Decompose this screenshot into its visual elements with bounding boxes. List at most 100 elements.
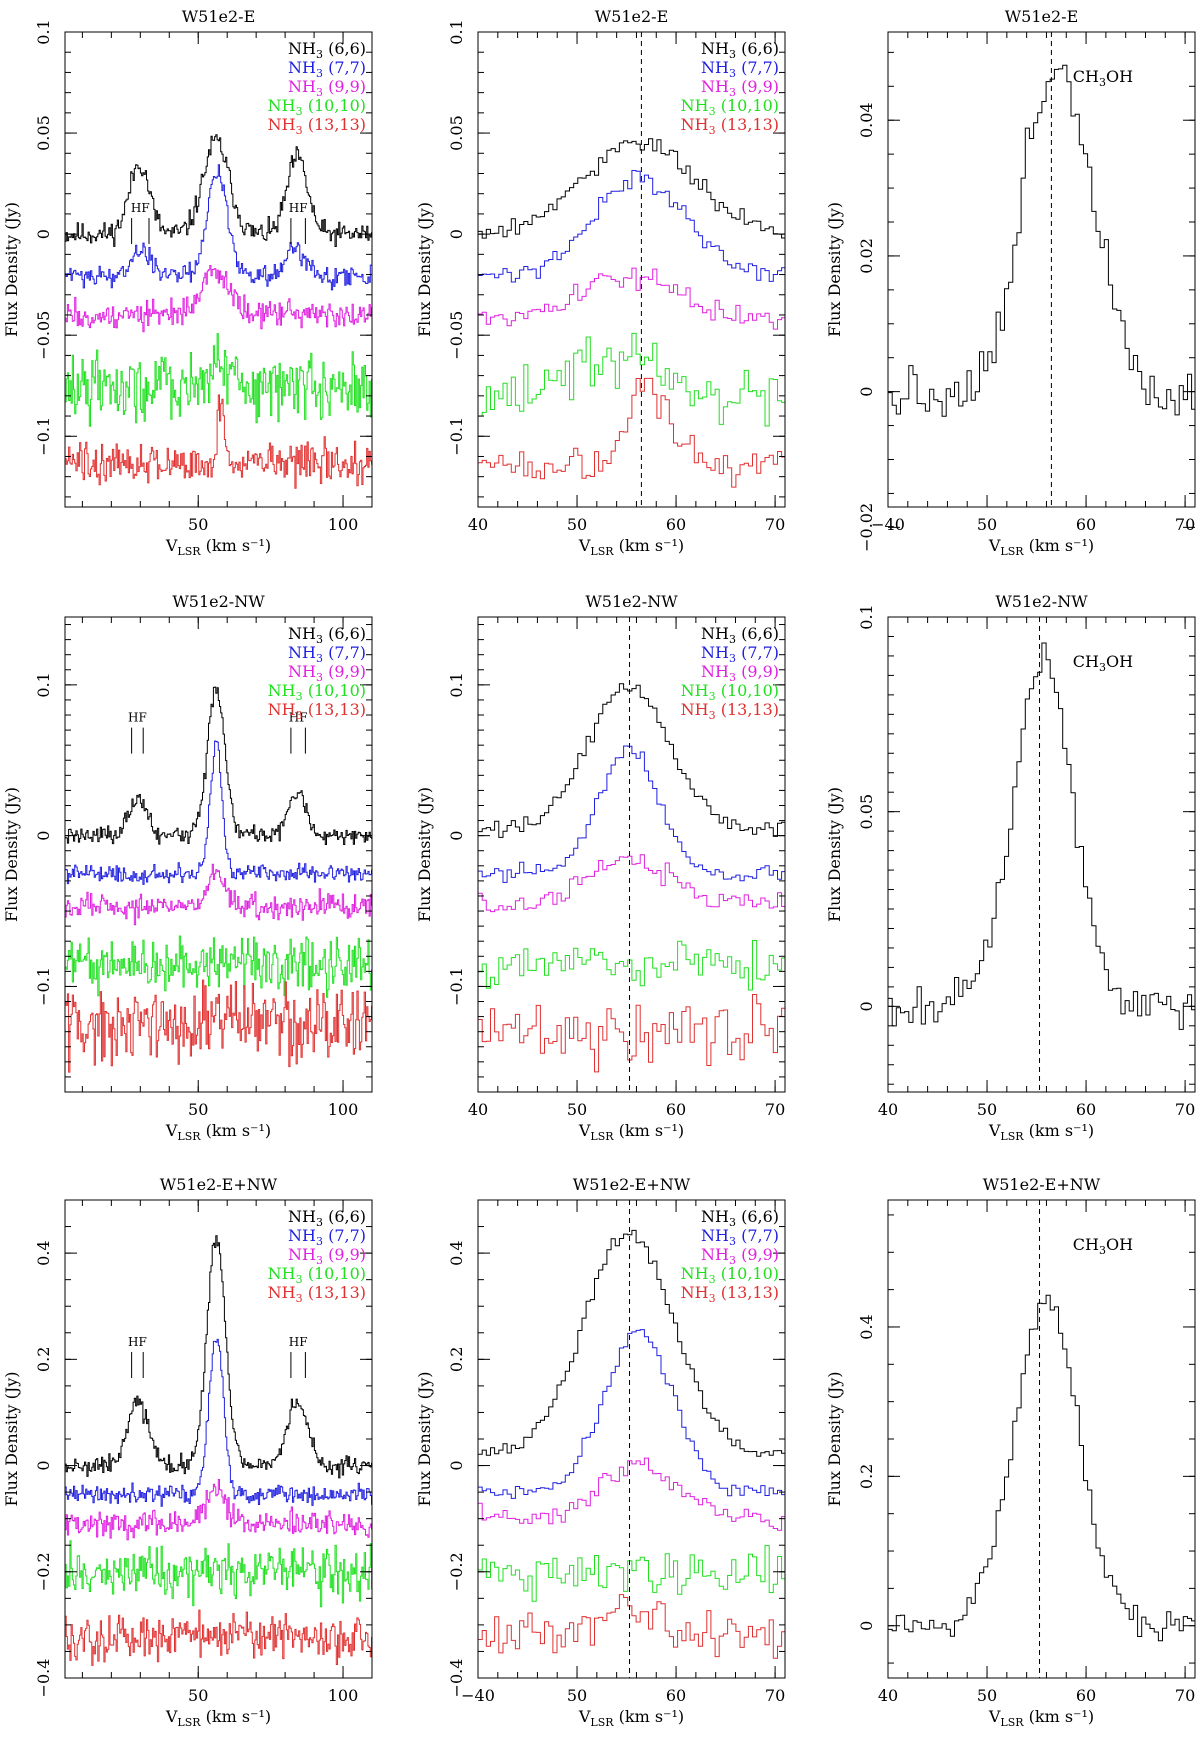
plot-area (478, 617, 785, 1092)
y-tick-label: 0 (447, 1460, 466, 1470)
x-tick-label: 50 (188, 1100, 208, 1119)
x-tick-label: 40 (468, 1100, 488, 1119)
panel-title: W51e2-NW (172, 592, 265, 611)
spectrum-line (65, 1235, 372, 1479)
y-tick-label: −0.1 (447, 417, 466, 456)
legend-entry: NH3 (10,10) (681, 681, 779, 703)
legend-entry: NH3 (10,10) (681, 1264, 779, 1286)
y-tick-label: 0.05 (447, 115, 466, 151)
legend-entry: NH3 (6,6) (288, 1207, 366, 1229)
y-axis-label: Flux Density (Jy) (415, 202, 434, 337)
x-axis-label: VLSR (km s⁻¹) (578, 536, 684, 558)
y-tick-label: −0.4 (447, 1659, 466, 1698)
spectrum-line (65, 1338, 372, 1507)
x-tick-label: 70 (765, 1100, 785, 1119)
axes-frame (887, 616, 1196, 1093)
spectrum-line (65, 740, 372, 885)
legend-entry: NH3 (7,7) (701, 643, 779, 665)
spectrum-line (65, 164, 372, 291)
spectrum-line (888, 642, 1195, 1030)
y-tick-label: 0.2 (447, 1347, 466, 1372)
y-tick-label: 0.02 (857, 238, 876, 274)
spectrum-line (478, 1457, 785, 1531)
legend-entry: NH3 (13,13) (268, 115, 366, 137)
x-tick-label: 60 (666, 1100, 686, 1119)
hf-label: HF (289, 1335, 308, 1349)
panel-title: W51e2-E+NW (983, 1175, 1101, 1194)
panel-title: W51e2-NW (585, 592, 678, 611)
panel-p-enw-ammonia-wide: W51e2-E+NW HF HF 50 100 −0.4 −0.2 0 0.2 0.4 VLSR (… (2, 1175, 373, 1729)
hf-label: HF (128, 1335, 147, 1349)
legend-entry: NH3 (9,9) (288, 77, 366, 99)
spectrum-line (478, 683, 785, 838)
x-tick-label: 60 (1076, 1100, 1096, 1119)
spectrum-line (65, 1479, 372, 1541)
y-tick-label: 0.1 (447, 19, 466, 44)
x-tick-label: −40 (871, 515, 905, 534)
y-tick-label: 0 (34, 229, 53, 239)
plot-area (888, 1200, 1195, 1678)
plot-area (888, 617, 1195, 1092)
axes-frame (64, 31, 373, 508)
y-tick-label: −0.1 (34, 967, 53, 1006)
plot-area (65, 686, 372, 1073)
legend-entry: NH3 (13,13) (681, 115, 779, 137)
legend-entry: NH3 (9,9) (288, 1245, 366, 1267)
panel-p-e-ammonia-zoom: W51e2-E 40 50 60 70 −0.1 −0.05 0 0.05 0.1 VLSR (km… (415, 7, 786, 558)
panel-p-enw-methanol: W51e2-E+NW 40 50 60 70 0 0.2 0.4 VLSR (km s⁻¹) Fl… (825, 1175, 1196, 1729)
axes-frame (887, 31, 1196, 508)
panel-p-enw-ammonia-zoom: W51e2-E+NW −40 50 60 70 −0.4 −0.2 0 0.2 0.4 VLSR (… (415, 1175, 786, 1729)
panel-p-nw-methanol: W51e2-NW 40 50 60 70 0 0.05 0.1 VLSR (km s⁻¹) Flu… (825, 592, 1196, 1143)
axes-frame (477, 616, 786, 1093)
spectrum-line (478, 267, 785, 330)
x-tick-label: 50 (567, 1686, 587, 1705)
spectrum-line (478, 138, 785, 239)
panel-title: W51e2-E (1005, 7, 1079, 26)
legend-entry: NH3 (6,6) (288, 39, 366, 61)
x-tick-label: 70 (765, 1686, 785, 1705)
y-tick-label: −0.2 (447, 1552, 466, 1591)
y-tick-label: 0.05 (857, 794, 876, 830)
legend-entry: NH3 (9,9) (288, 662, 366, 684)
legend-entry: NH3 (7,7) (288, 1226, 366, 1248)
x-tick-label: 50 (977, 1100, 997, 1119)
y-tick-label: −0.2 (34, 1552, 53, 1591)
spectrum-line (888, 64, 1195, 417)
x-tick-label: 50 (977, 515, 997, 534)
plot-area (888, 32, 1195, 507)
legend-entry: NH3 (7,7) (701, 58, 779, 80)
legend-entry: NH3 (7,7) (288, 643, 366, 665)
y-tick-label: 0.1 (34, 672, 53, 697)
y-tick-label: 0 (857, 1621, 876, 1631)
panel-title: W51e2-E (182, 7, 256, 26)
x-tick-label: 60 (666, 1686, 686, 1705)
spectrum-line (478, 1594, 785, 1659)
y-axis-label: Flux Density (Jy) (825, 787, 844, 922)
spectrum-line (65, 1609, 372, 1666)
spectrum-line (478, 332, 785, 427)
plot-area (65, 1235, 372, 1666)
x-tick-label: 70 (1175, 1100, 1195, 1119)
y-axis-label: Flux Density (Jy) (415, 1371, 434, 1506)
legend-entry: NH3 (6,6) (701, 1207, 779, 1229)
legend-entry: NH3 (10,10) (268, 681, 366, 703)
legend-entry: NH3 (6,6) (701, 624, 779, 646)
x-axis-label: VLSR (km s⁻¹) (988, 536, 1094, 558)
x-tick-label: 100 (328, 515, 359, 534)
axes-frame (64, 616, 373, 1093)
spectrum-line (65, 863, 372, 926)
spectrum-line (65, 265, 372, 333)
x-tick-label: 60 (1076, 515, 1096, 534)
panel-p-e-methanol: W51e2-E −40 50 60 70 −0.02 0 0.02 0.04 VLSR (km s… (825, 7, 1196, 558)
spectrum-line (65, 394, 372, 489)
legend-entry: NH3 (13,13) (681, 700, 779, 722)
y-tick-label: 0 (857, 1001, 876, 1011)
spectrum-line (478, 1229, 785, 1457)
spectrum-line (478, 854, 785, 913)
y-tick-label: −0.4 (34, 1659, 53, 1698)
x-tick-label: 100 (328, 1686, 359, 1705)
spectrum-line (65, 134, 372, 247)
y-tick-label: 0.4 (447, 1240, 466, 1265)
x-axis-label: VLSR (km s⁻¹) (988, 1707, 1094, 1729)
axes-frame (887, 1199, 1196, 1679)
